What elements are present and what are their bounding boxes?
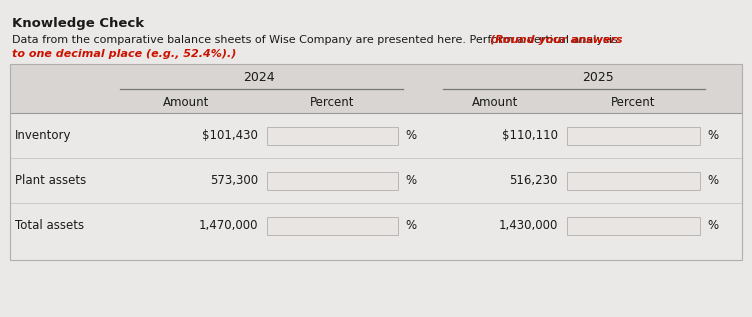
Text: to one decimal place (e.g., 52.4%).): to one decimal place (e.g., 52.4%).) <box>12 49 236 59</box>
FancyBboxPatch shape <box>10 158 742 203</box>
Text: 1,470,000: 1,470,000 <box>199 219 258 232</box>
Text: %: % <box>405 174 416 187</box>
Text: 573,300: 573,300 <box>210 174 258 187</box>
Text: $101,430: $101,430 <box>202 129 258 142</box>
Text: $110,110: $110,110 <box>502 129 558 142</box>
Text: 2024: 2024 <box>243 71 274 84</box>
Text: Amount: Amount <box>472 95 519 108</box>
Text: %: % <box>707 129 718 142</box>
Text: Knowledge Check: Knowledge Check <box>12 17 144 30</box>
Text: 2025: 2025 <box>582 71 614 84</box>
Text: 1,430,000: 1,430,000 <box>499 219 558 232</box>
Text: Data from the comparative balance sheets of Wise Company are presented here. Per: Data from the comparative balance sheets… <box>12 35 625 45</box>
Text: (Round your answers: (Round your answers <box>490 35 623 45</box>
Text: Inventory: Inventory <box>15 129 71 142</box>
Text: %: % <box>405 219 416 232</box>
Text: %: % <box>707 174 718 187</box>
FancyBboxPatch shape <box>267 126 398 145</box>
FancyBboxPatch shape <box>10 64 742 113</box>
FancyBboxPatch shape <box>10 203 742 248</box>
FancyBboxPatch shape <box>567 126 700 145</box>
Text: 516,230: 516,230 <box>510 174 558 187</box>
Text: %: % <box>707 219 718 232</box>
Text: Total assets: Total assets <box>15 219 84 232</box>
FancyBboxPatch shape <box>567 171 700 190</box>
FancyBboxPatch shape <box>567 217 700 235</box>
Text: Amount: Amount <box>163 95 210 108</box>
FancyBboxPatch shape <box>267 217 398 235</box>
Text: Percent: Percent <box>611 95 656 108</box>
Text: Plant assets: Plant assets <box>15 174 86 187</box>
Text: Percent: Percent <box>311 95 355 108</box>
FancyBboxPatch shape <box>267 171 398 190</box>
Text: %: % <box>405 129 416 142</box>
FancyBboxPatch shape <box>10 113 742 158</box>
